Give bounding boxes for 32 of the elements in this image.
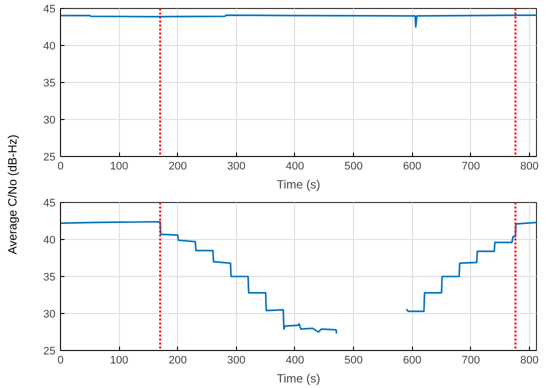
x-tick-label: 100 [110,160,128,172]
x-tick-label: 200 [168,160,187,172]
x-tick-label: 600 [403,354,422,366]
x-tick-label: 100 [110,354,128,366]
x-tick-label: 800 [520,160,539,172]
y-tick-label: 40 [43,40,56,52]
x-axis-title: Time (s) [276,372,320,386]
x-tick-label: 500 [344,354,363,366]
x-tick-label: 500 [344,160,363,172]
x-tick-label: 200 [168,354,187,366]
y-tick-label: 30 [43,114,56,126]
x-tick-label: 0 [57,160,64,172]
x-tick-label: 400 [286,160,304,172]
y-tick-label: 40 [43,234,56,246]
x-axis-title: Time (s) [276,178,320,192]
y-tick-label: 35 [43,78,56,90]
y-tick-label: 30 [43,308,56,320]
y-axis-title: Average C/No (dB-Hz) [6,134,20,254]
x-tick-label: 300 [227,354,246,366]
x-tick-label: 700 [462,160,480,172]
y-tick-label: 35 [43,272,56,284]
x-tick-label: 0 [57,354,64,366]
y-tick-label: 45 [43,198,56,210]
y-tick-label: 25 [43,152,56,164]
x-tick-label: 400 [286,354,304,366]
x-tick-label: 300 [227,160,246,172]
x-tick-label: 700 [462,354,480,366]
line-series [60,14,536,28]
x-tick-label: 800 [520,354,539,366]
y-tick-label: 25 [43,346,56,358]
x-tick-label: 600 [403,160,422,172]
y-tick-label: 45 [43,4,56,16]
